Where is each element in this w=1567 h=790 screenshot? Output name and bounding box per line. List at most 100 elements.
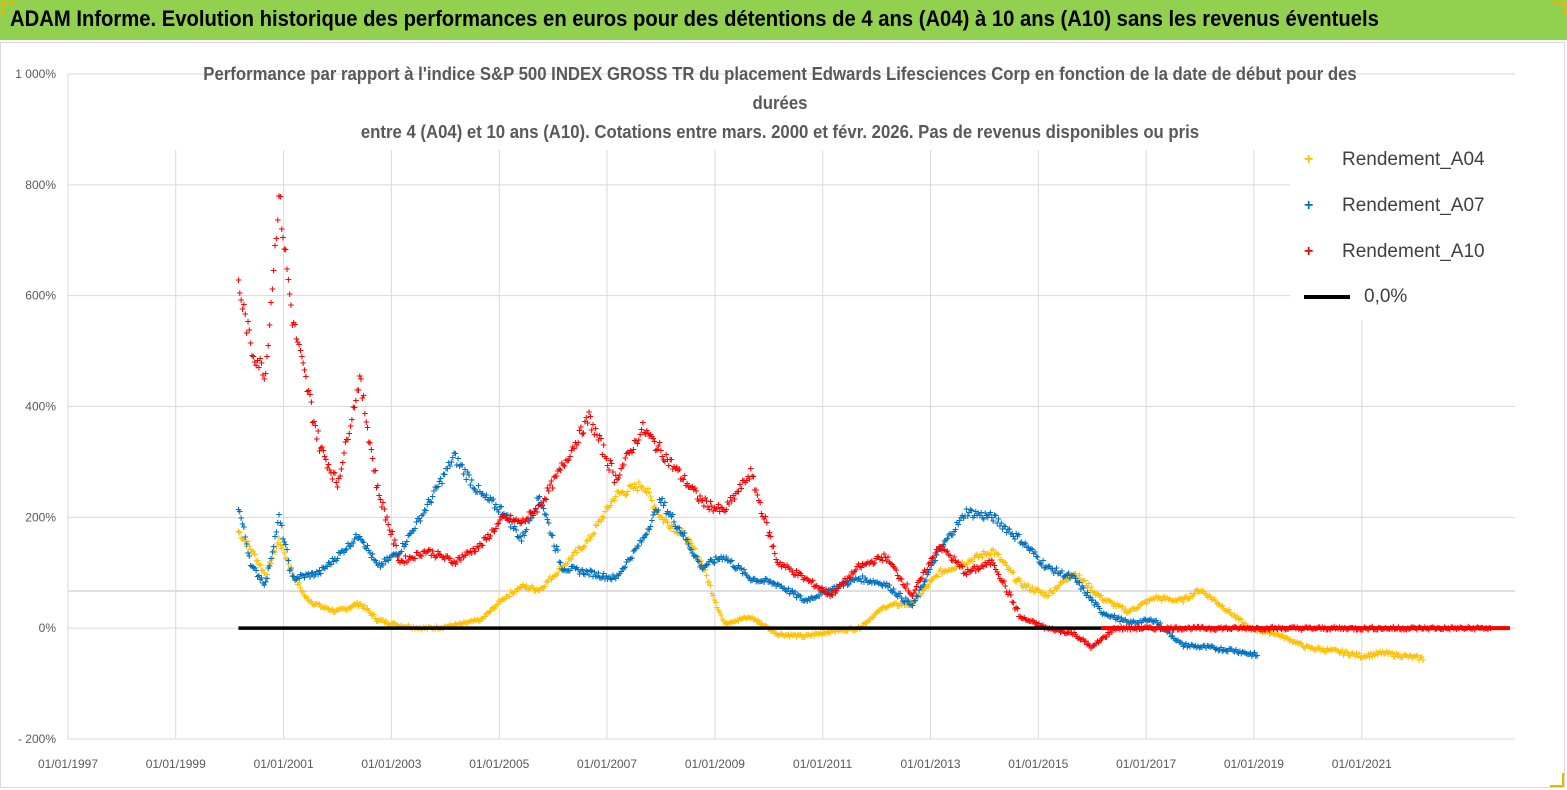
data-point: + — [557, 558, 565, 568]
data-point: + — [832, 627, 840, 637]
data-point: + — [1304, 642, 1312, 652]
data-point: + — [254, 573, 262, 583]
data-point: + — [687, 546, 695, 556]
data-point: + — [937, 544, 945, 554]
data-point: + — [473, 616, 481, 626]
data-point: + — [690, 552, 698, 562]
data-point: + — [1171, 636, 1179, 646]
data-point: + — [907, 597, 915, 607]
data-point: + — [921, 585, 929, 595]
data-point: + — [1045, 562, 1053, 572]
data-point: + — [669, 511, 677, 521]
data-point: + — [1142, 598, 1150, 608]
data-point: + — [445, 459, 453, 469]
data-point: + — [1395, 650, 1403, 660]
data-point: + — [626, 481, 634, 491]
data-point: + — [236, 529, 244, 539]
data-point: + — [382, 617, 390, 627]
data-point: + — [863, 619, 871, 629]
data-point: + — [277, 193, 285, 203]
data-point: + — [299, 588, 307, 598]
data-point: + — [631, 480, 639, 490]
data-point: + — [1161, 593, 1169, 603]
data-point: + — [577, 567, 585, 577]
data-point: + — [841, 579, 849, 589]
data-point: + — [685, 540, 693, 550]
data-point: + — [464, 468, 472, 478]
data-point: + — [248, 548, 256, 558]
data-point: + — [1336, 649, 1344, 659]
data-point: + — [565, 567, 573, 577]
data-point: + — [566, 555, 574, 565]
data-point: + — [286, 565, 294, 575]
data-point: + — [814, 592, 822, 602]
data-point: + — [1301, 644, 1309, 654]
plus-marker-icon: + — [1304, 243, 1314, 260]
data-point: + — [340, 449, 348, 459]
data-point: + — [538, 584, 546, 594]
data-point: + — [1287, 636, 1295, 646]
data-point: + — [1300, 643, 1308, 653]
data-point: + — [907, 601, 915, 611]
data-point: + — [984, 549, 992, 559]
data-point: + — [696, 563, 704, 573]
data-point: + — [956, 516, 964, 526]
data-point: + — [1031, 588, 1039, 598]
data-point: + — [290, 573, 298, 583]
data-point: + — [298, 571, 306, 581]
data-point: + — [971, 511, 979, 521]
data-point: + — [552, 570, 560, 580]
data-point: + — [949, 565, 957, 575]
data-point: + — [721, 556, 729, 566]
data-point: + — [485, 497, 493, 507]
data-point: + — [371, 615, 379, 625]
data-point: + — [460, 618, 468, 628]
data-point: + — [691, 544, 699, 554]
data-point: + — [737, 565, 745, 575]
data-point: + — [1115, 602, 1123, 612]
data-point: + — [723, 553, 731, 563]
data-point: + — [731, 563, 739, 573]
data-point: + — [683, 535, 691, 545]
data-point: + — [915, 586, 923, 596]
data-point: + — [374, 481, 382, 491]
data-point: + — [1176, 594, 1184, 604]
data-point: + — [578, 565, 586, 575]
data-point: + — [712, 598, 720, 608]
data-point: + — [746, 574, 754, 584]
data-point: + — [515, 586, 523, 596]
data-point: + — [1108, 611, 1116, 621]
data-point: + — [282, 540, 290, 550]
data-point: + — [592, 572, 600, 582]
data-point: + — [1283, 633, 1291, 643]
data-point: + — [243, 542, 251, 552]
data-point: + — [1147, 615, 1155, 625]
data-point: + — [662, 509, 670, 519]
data-point: + — [941, 567, 949, 577]
data-point: + — [524, 585, 532, 595]
data-point: + — [689, 549, 697, 559]
data-point: + — [381, 618, 389, 628]
data-point: + — [875, 606, 883, 616]
y-tick-label: - 200% — [18, 732, 56, 746]
data-point: + — [968, 555, 976, 565]
data-point: + — [507, 587, 515, 597]
data-point: + — [1418, 653, 1426, 663]
data-point: + — [1328, 646, 1336, 656]
data-point: + — [888, 601, 896, 611]
data-point: + — [481, 493, 489, 503]
data-point: + — [758, 620, 766, 630]
header-banner: ADAM Informe. Evolution historique des p… — [0, 0, 1567, 40]
data-point: + — [355, 534, 363, 544]
data-point: + — [656, 514, 664, 524]
data-point: + — [1054, 583, 1062, 593]
data-point: + — [789, 586, 797, 596]
data-point: + — [382, 558, 390, 568]
data-point: + — [770, 578, 778, 588]
data-point: + — [1093, 589, 1101, 599]
data-point: + — [1212, 597, 1220, 607]
data-point: + — [1198, 587, 1206, 597]
data-point: + — [1205, 642, 1213, 652]
data-point: + — [515, 533, 523, 543]
data-point: + — [1256, 627, 1264, 637]
